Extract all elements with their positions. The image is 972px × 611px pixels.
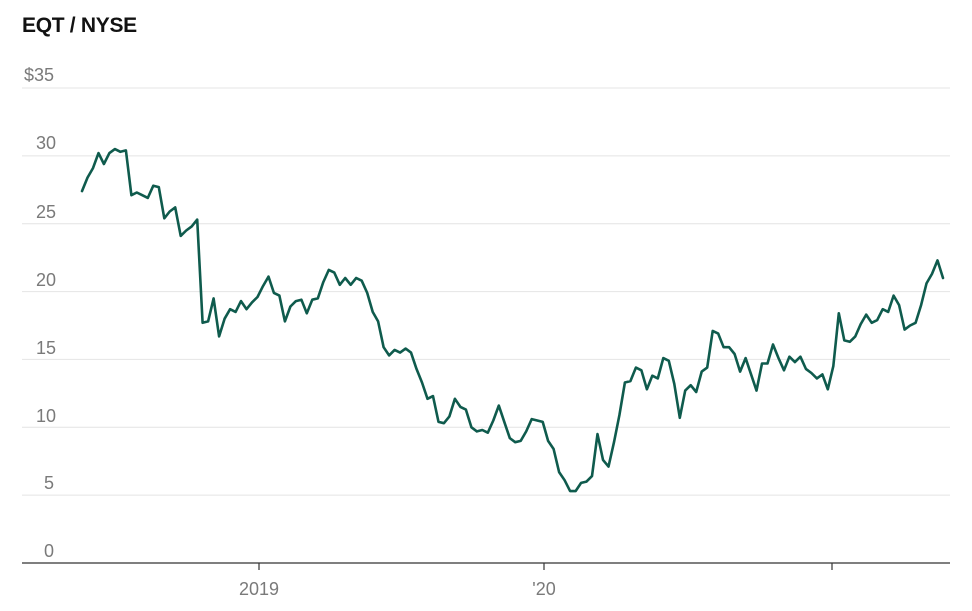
x-tick-label: 2019 <box>239 579 279 599</box>
x-tick-labels: 2019 '20 <box>239 579 556 599</box>
x-ticks <box>258 563 833 570</box>
x-tick-label: '20 <box>532 579 555 599</box>
y-tick-label: 15 <box>36 338 56 358</box>
y-tick-label: $35 <box>24 65 54 85</box>
y-grid <box>22 87 950 496</box>
y-tick-label: 30 <box>36 133 56 153</box>
y-tick-label: 25 <box>36 202 56 222</box>
y-tick-label: 0 <box>44 541 54 561</box>
price-line <box>80 147 945 493</box>
chart-title: EQT / NYSE <box>22 14 137 37</box>
y-tick-label: 20 <box>36 270 56 290</box>
y-tick-label: 10 <box>36 406 56 426</box>
series-group <box>80 147 945 493</box>
y-tick-labels: $35 30 25 20 15 10 5 0 <box>24 65 56 561</box>
y-tick-label: 5 <box>44 473 54 493</box>
